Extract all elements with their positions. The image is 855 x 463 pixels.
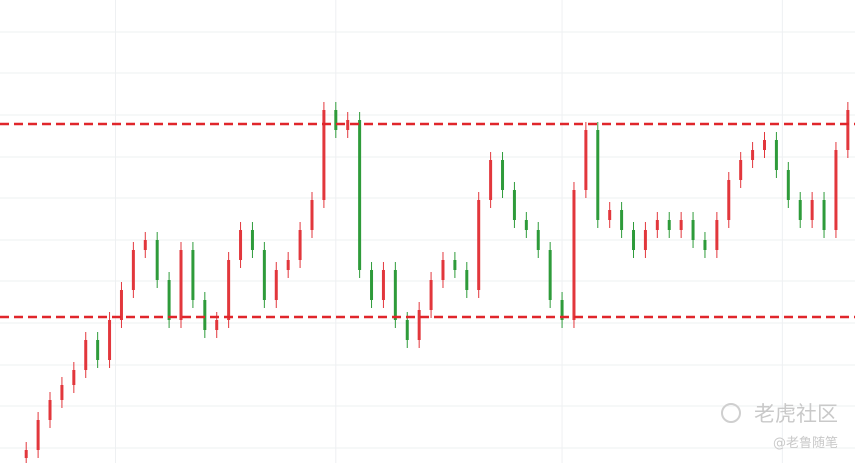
candle-body — [512, 190, 516, 220]
candle-body — [405, 320, 409, 340]
candle-body — [727, 180, 731, 220]
candle-body — [560, 300, 564, 320]
watermark: 老虎社区 @老鲁随笔 — [721, 402, 838, 451]
candle-body — [846, 110, 850, 150]
candle-body — [167, 280, 171, 320]
candle-body — [72, 370, 76, 385]
candle-body — [48, 400, 52, 420]
candle-body — [739, 160, 743, 180]
candle-body — [465, 270, 469, 290]
candle-body — [524, 220, 528, 230]
candle-body — [239, 230, 243, 260]
candle-body — [536, 230, 540, 250]
candle-body — [441, 260, 445, 280]
candle-body — [346, 120, 350, 130]
candle-body — [786, 170, 790, 200]
candle-body — [274, 270, 278, 300]
candle-body — [358, 120, 362, 270]
candle-body — [477, 200, 481, 290]
candle-body — [36, 420, 40, 450]
candle-body — [548, 250, 552, 300]
candle-body — [679, 220, 683, 230]
candle-body — [762, 140, 766, 150]
candle-body — [608, 210, 612, 220]
candle-body — [155, 240, 159, 280]
candle-body — [643, 230, 647, 250]
candle-body — [632, 230, 636, 250]
candle-body — [298, 230, 302, 260]
candle-body — [810, 200, 814, 220]
candle-body — [584, 130, 588, 190]
candle-body — [84, 340, 88, 370]
candle-body — [286, 260, 290, 270]
candle-body — [60, 385, 64, 400]
candle-body — [596, 130, 600, 220]
candle-body — [24, 450, 28, 458]
candle-body — [334, 110, 338, 130]
candle-body — [250, 230, 254, 250]
candle-body — [370, 270, 374, 300]
candle-body — [667, 220, 671, 230]
candle-body — [798, 200, 802, 220]
candle-body — [203, 300, 207, 330]
candle-body — [453, 260, 457, 270]
candle-body — [119, 290, 123, 320]
candle-body — [310, 200, 314, 230]
candle-body — [822, 200, 826, 230]
candle-body — [143, 240, 147, 250]
candle-body — [227, 260, 231, 320]
candle-body — [191, 250, 195, 300]
candle-body — [691, 220, 695, 240]
candle-body — [834, 150, 838, 230]
candle-body — [715, 220, 719, 250]
candle-body — [572, 190, 576, 320]
candle-body — [620, 210, 624, 230]
candle-body — [322, 110, 326, 200]
candle-body — [429, 280, 433, 310]
watermark-sub: @老鲁随笔 — [773, 435, 838, 451]
candle-body — [655, 220, 659, 230]
candle-body — [108, 320, 112, 360]
candle-body — [417, 310, 421, 340]
candle-body — [215, 320, 219, 330]
candle-body — [131, 250, 135, 290]
candle-body — [751, 150, 755, 160]
candle-body — [774, 140, 778, 170]
candle-body — [179, 250, 183, 320]
candle-body — [501, 160, 505, 190]
candle-body — [489, 160, 493, 200]
candle-body — [262, 250, 266, 300]
watermark-text: 老虎社区 — [754, 402, 838, 426]
candle-body — [96, 340, 100, 360]
candle-body — [381, 270, 385, 300]
candle-body — [393, 270, 397, 320]
watermark-icon — [721, 403, 741, 423]
candle-body — [703, 240, 707, 250]
